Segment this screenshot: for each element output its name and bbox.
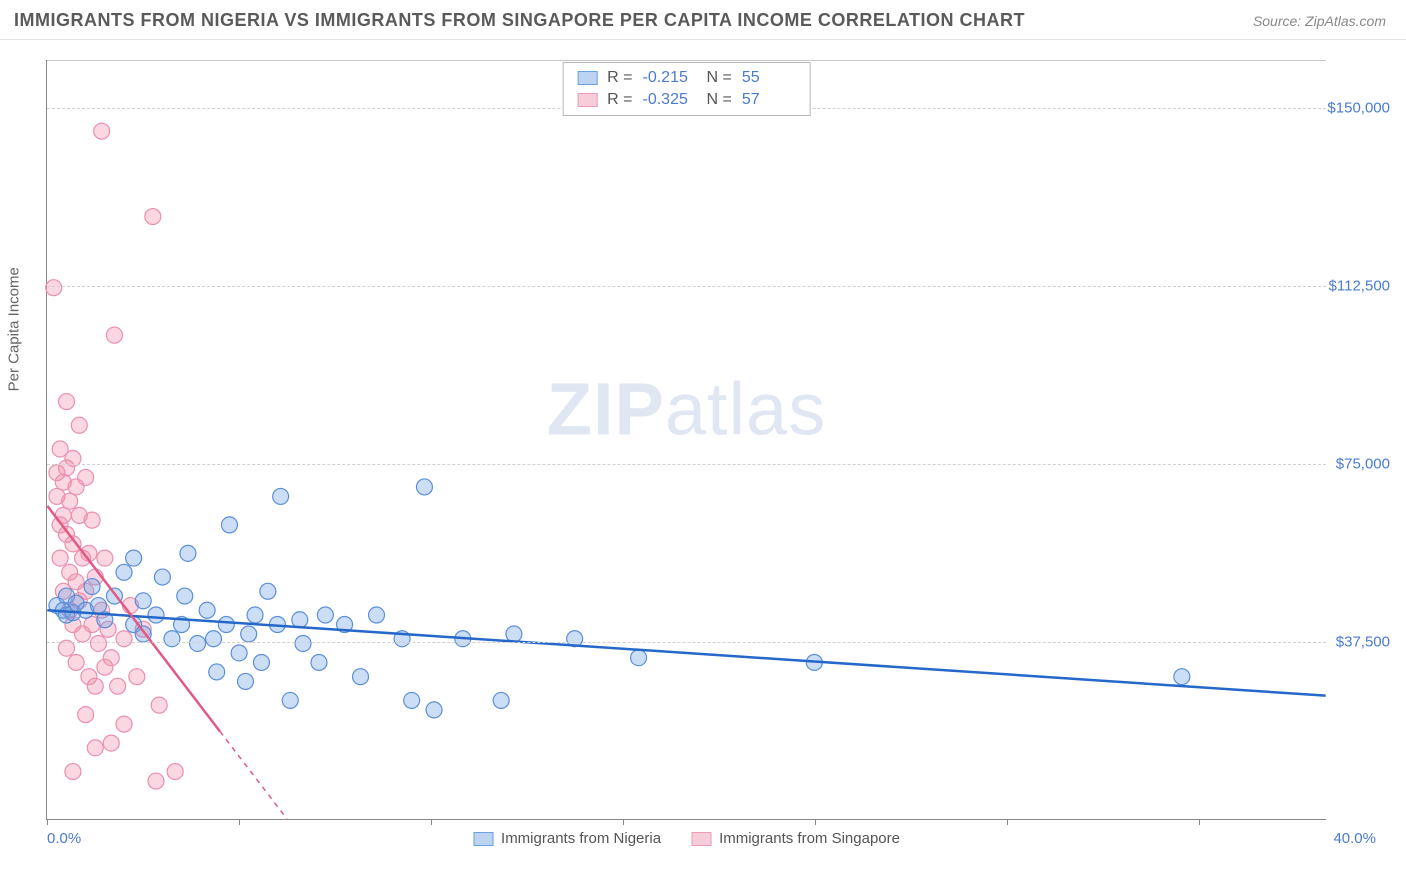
point-singapore (59, 394, 75, 410)
correlation-legend: R = -0.215 N = 55 R = -0.325 N = 57 (562, 62, 811, 116)
y-tick-label: $112,500 (1329, 277, 1390, 294)
plot-svg (47, 60, 1326, 819)
legend-row-nigeria: R = -0.215 N = 55 (577, 67, 796, 89)
point-singapore (97, 550, 113, 566)
point-nigeria (292, 612, 308, 628)
y-axis-label: Per Capita Income (6, 267, 23, 391)
point-singapore (129, 669, 145, 685)
point-nigeria (164, 631, 180, 647)
point-nigeria (416, 479, 432, 495)
scatter-plot: ZIPatlas R = -0.215 N = 55 R = -0.325 N … (46, 60, 1326, 820)
point-nigeria (154, 569, 170, 585)
point-nigeria (135, 593, 151, 609)
point-singapore (94, 123, 110, 139)
point-nigeria (404, 692, 420, 708)
point-singapore (116, 716, 132, 732)
point-nigeria (295, 635, 311, 651)
point-nigeria (218, 617, 234, 633)
point-nigeria (180, 545, 196, 561)
regression-line-dashed (220, 731, 287, 819)
point-singapore (52, 550, 68, 566)
point-nigeria (317, 607, 333, 623)
point-nigeria (206, 631, 222, 647)
x-axis-min-label: 0.0% (47, 830, 81, 847)
y-tick-label: $37,500 (1336, 633, 1390, 650)
point-singapore (151, 697, 167, 713)
swatch-nigeria (577, 71, 597, 85)
point-singapore (62, 493, 78, 509)
point-singapore (103, 735, 119, 751)
x-axis-max-label: 40.0% (1333, 830, 1376, 847)
point-singapore (87, 740, 103, 756)
point-nigeria (273, 488, 289, 504)
point-singapore (46, 280, 62, 296)
point-nigeria (353, 669, 369, 685)
point-singapore (110, 678, 126, 694)
point-singapore (116, 631, 132, 647)
point-nigeria (631, 650, 647, 666)
legend-item-singapore: Immigrants from Singapore (691, 830, 900, 847)
point-nigeria (177, 588, 193, 604)
point-nigeria (506, 626, 522, 642)
source-attribution: Source: ZipAtlas.com (1253, 13, 1386, 29)
point-nigeria (282, 692, 298, 708)
y-tick-label: $75,000 (1336, 455, 1390, 472)
point-singapore (106, 327, 122, 343)
point-nigeria (199, 602, 215, 618)
point-nigeria (190, 635, 206, 651)
point-nigeria (426, 702, 442, 718)
legend-item-nigeria: Immigrants from Nigeria (473, 830, 661, 847)
point-nigeria (231, 645, 247, 661)
point-nigeria (90, 598, 106, 614)
point-singapore (145, 209, 161, 225)
point-singapore (103, 650, 119, 666)
point-nigeria (260, 583, 276, 599)
y-tick-label: $150,000 (1327, 99, 1390, 116)
point-singapore (65, 764, 81, 780)
point-nigeria (241, 626, 257, 642)
point-nigeria (126, 550, 142, 566)
swatch-singapore (577, 93, 597, 107)
point-nigeria (222, 517, 238, 533)
point-nigeria (148, 607, 164, 623)
point-nigeria (1174, 669, 1190, 685)
point-singapore (148, 773, 164, 789)
point-singapore (68, 654, 84, 670)
point-nigeria (84, 579, 100, 595)
point-nigeria (311, 654, 327, 670)
chart-area: Per Capita Income ZIPatlas R = -0.215 N … (46, 60, 1376, 830)
point-singapore (78, 707, 94, 723)
point-singapore (71, 417, 87, 433)
point-singapore (78, 469, 94, 485)
point-nigeria (247, 607, 263, 623)
point-singapore (84, 512, 100, 528)
series-legend: Immigrants from Nigeria Immigrants from … (473, 830, 900, 847)
point-nigeria (209, 664, 225, 680)
point-nigeria (493, 692, 509, 708)
point-nigeria (253, 654, 269, 670)
point-singapore (167, 764, 183, 780)
point-singapore (87, 678, 103, 694)
point-nigeria (237, 673, 253, 689)
point-nigeria (369, 607, 385, 623)
point-singapore (90, 635, 106, 651)
chart-title: IMMIGRANTS FROM NIGERIA VS IMMIGRANTS FR… (14, 10, 1025, 31)
legend-row-singapore: R = -0.325 N = 57 (577, 89, 796, 111)
point-nigeria (116, 564, 132, 580)
swatch-nigeria-icon (473, 832, 493, 846)
swatch-singapore-icon (691, 832, 711, 846)
